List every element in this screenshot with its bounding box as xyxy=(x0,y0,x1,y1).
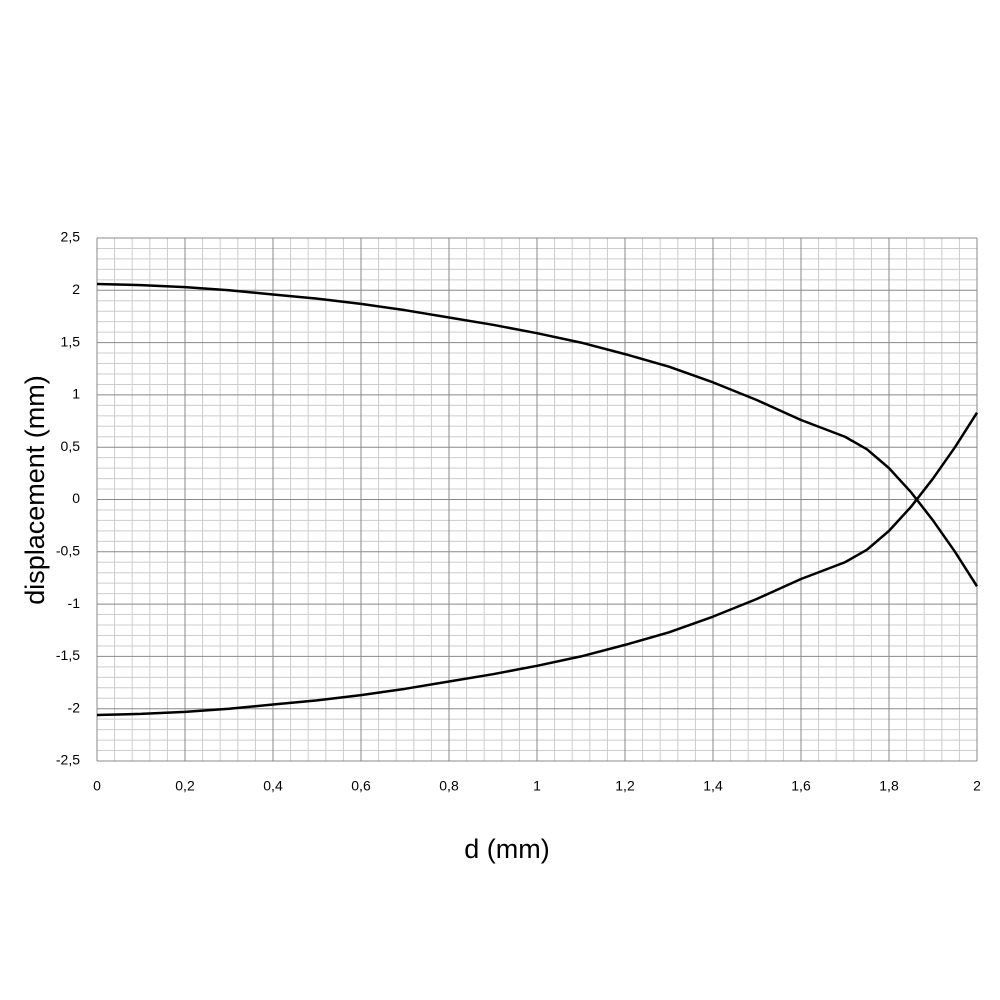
y-tick-label: 2 xyxy=(72,281,80,297)
series-line xyxy=(96,412,979,717)
x-tick-label: 1,6 xyxy=(791,778,811,794)
x-tick-label: 0,6 xyxy=(351,778,371,794)
x-tick-label: 1 xyxy=(533,778,541,794)
x-tick-label: 2 xyxy=(973,778,981,794)
y-tick-label: 2,5 xyxy=(61,229,81,245)
x-tick-label: 0,8 xyxy=(439,778,459,794)
y-tick-label: -1 xyxy=(68,595,81,611)
y-tick-label: 1 xyxy=(72,386,80,402)
x-axis-title: d (mm) xyxy=(464,834,549,864)
x-tick-label: 0 xyxy=(93,778,101,794)
y-tick-label: -2,5 xyxy=(56,752,80,768)
x-tick-label: 0,2 xyxy=(175,778,195,794)
x-tick-label: 1,2 xyxy=(615,778,635,794)
x-tick-label: 1,4 xyxy=(703,778,723,794)
y-tick-label: 1,5 xyxy=(61,333,81,349)
y-axis-title: displacement (mm) xyxy=(20,375,50,605)
y-tick-label: -0,5 xyxy=(56,543,80,559)
y-tick-label: -1,5 xyxy=(56,647,80,663)
x-tick-label: 1,8 xyxy=(879,778,899,794)
y-tick-label: 0,5 xyxy=(61,438,81,454)
x-tick-label: 0,4 xyxy=(263,778,283,794)
y-tick-label: 0 xyxy=(72,490,80,506)
y-tick-label: -2 xyxy=(68,699,81,715)
series-line xyxy=(96,282,979,587)
